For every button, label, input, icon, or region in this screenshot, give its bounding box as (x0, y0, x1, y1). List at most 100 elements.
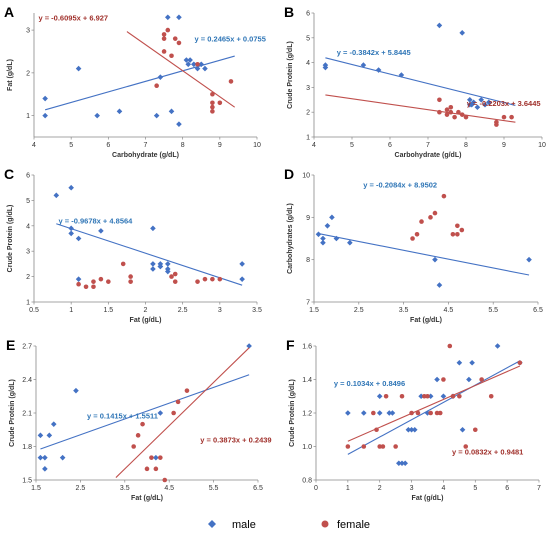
data-point-female (210, 109, 215, 114)
data-point-male (73, 387, 79, 394)
data-point-female (437, 410, 443, 416)
x-tick-label: 4 (441, 485, 445, 492)
x-tick-label: 6 (106, 142, 110, 149)
data-point-male (467, 101, 473, 108)
series-male: y = 0.2465x + 0.0755 (42, 14, 266, 127)
data-point-female (434, 410, 440, 416)
data-point-male (320, 235, 326, 242)
series-female (76, 261, 223, 290)
data-point-male (466, 376, 472, 383)
data-point-male (239, 261, 245, 267)
data-point-female (144, 466, 150, 472)
data-point-female (410, 236, 415, 241)
data-point-male (153, 112, 160, 119)
y-axis-label: Crude Protein (g/dL) (287, 41, 294, 109)
trend-equation-male: y = 0.1415x + 1.5511 (87, 411, 158, 420)
data-point-male (469, 359, 475, 366)
data-point-male (37, 432, 44, 439)
data-point-female (459, 227, 465, 233)
y-tick-label: 1 (306, 135, 310, 142)
x-tick-label: 1.5 (103, 307, 113, 314)
data-point-female (210, 276, 215, 282)
trend-equation-male: y = -0.9678x + 4.8564 (59, 216, 134, 225)
series-female (410, 193, 465, 241)
data-point-female (217, 276, 223, 282)
data-point-male (389, 410, 396, 416)
x-tick-label: 4.5 (164, 485, 174, 492)
trendline-female (126, 31, 236, 108)
data-point-female (345, 444, 351, 449)
trend-equation-female: y = 0.0832x + 0.9481 (452, 448, 523, 457)
x-tick-label: 3 (410, 485, 414, 492)
data-point-female (448, 109, 454, 115)
trendline-male (56, 223, 243, 286)
data-point-female (154, 83, 159, 88)
data-point-female (455, 223, 460, 229)
y-axis-label: Fat (g/dL) (7, 59, 14, 91)
x-tick-label: 6.5 (533, 307, 543, 314)
series-female: y = 0.0832x + 0.9481 (345, 343, 523, 457)
data-point-male (333, 235, 340, 242)
x-tick-label: 10 (253, 142, 261, 149)
data-point-female (158, 455, 163, 460)
panel-label: D (284, 166, 294, 182)
data-point-female (447, 343, 453, 349)
data-point-female (161, 49, 167, 54)
data-point-female (509, 114, 514, 120)
x-axis-label: Carbohydrate (g/dL) (395, 152, 462, 159)
data-point-male (405, 426, 412, 433)
trendline-male (40, 374, 250, 450)
y-tick-label: 6 (26, 173, 30, 180)
y-tick-label: 1 (26, 300, 30, 307)
x-tick-label: 9 (502, 142, 506, 149)
data-point-male (482, 101, 488, 108)
data-point-male (360, 410, 367, 416)
data-point-male (176, 14, 182, 21)
legend-label-female: female (337, 519, 370, 531)
data-point-female (441, 377, 446, 382)
y-tick-label: 7 (306, 300, 310, 307)
panel-label: A (4, 4, 14, 20)
legend-marker-female (321, 520, 329, 528)
data-point-female (176, 40, 182, 46)
y-tick-label: 9 (306, 215, 310, 222)
series-female: y = -0.6095x + 6.927 (38, 13, 236, 114)
x-tick-label: 3 (218, 307, 222, 314)
x-tick-label: 1.5 (309, 307, 319, 314)
data-point-male (50, 421, 57, 427)
data-point-male (202, 65, 208, 72)
y-tick-label: 4 (306, 60, 310, 67)
trend-equation-female: y = -0.2203x + 3.6445 (467, 99, 541, 108)
series-male: y = 0.1415x + 1.5511 (37, 343, 252, 472)
y-tick-label: 1.8 (22, 444, 32, 451)
data-point-male (402, 460, 408, 467)
trend-equation-female: y = 0.3873x + 0.2439 (200, 435, 271, 444)
data-point-male (176, 121, 182, 127)
data-point-female (161, 32, 167, 37)
data-point-female (393, 444, 398, 449)
data-point-female (217, 100, 223, 106)
data-point-female (172, 36, 178, 41)
x-tick-label: 5 (350, 142, 354, 149)
data-point-male (329, 214, 335, 221)
data-point-female (175, 399, 181, 405)
data-point-male (150, 261, 156, 267)
data-point-female (455, 231, 460, 237)
y-tick-label: 6 (306, 11, 310, 18)
data-point-female (463, 114, 469, 120)
y-tick-label: 2 (26, 274, 30, 281)
data-point-male (185, 61, 192, 68)
data-point-female (140, 421, 145, 427)
series-male: y = 0.1034x + 0.8496 (334, 343, 523, 467)
trendline-male (347, 360, 521, 455)
y-tick-label: 1.0 (302, 444, 312, 451)
data-point-female (210, 100, 215, 106)
data-point-female (437, 109, 442, 115)
data-point-male (432, 256, 438, 263)
data-point-female (195, 279, 200, 284)
y-tick-label: 0.8 (302, 478, 312, 485)
data-point-male (347, 239, 353, 246)
data-point-male (324, 223, 331, 229)
